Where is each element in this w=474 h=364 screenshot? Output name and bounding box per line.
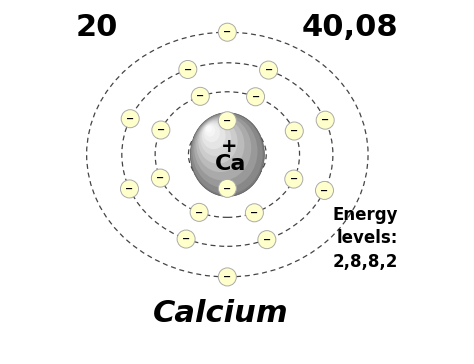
Circle shape [152,121,170,139]
Ellipse shape [191,113,263,194]
Text: −: − [157,125,165,135]
Circle shape [219,23,237,41]
Text: −: − [263,235,271,245]
Text: −: − [223,183,231,193]
Circle shape [246,204,264,222]
Text: −: − [320,185,328,195]
Text: −: − [196,91,204,101]
Ellipse shape [196,118,245,172]
Circle shape [219,268,237,286]
Circle shape [316,181,334,199]
Text: Calcium: Calcium [153,300,289,328]
Circle shape [285,122,303,140]
Ellipse shape [206,126,212,132]
Circle shape [120,180,138,198]
Text: −: − [250,208,258,218]
Text: −: − [182,234,190,244]
Text: Ca: Ca [215,154,246,174]
Ellipse shape [205,125,215,136]
Circle shape [316,111,334,129]
Circle shape [258,231,276,249]
Circle shape [177,230,195,248]
Text: −: − [195,207,203,217]
Ellipse shape [190,113,264,197]
Circle shape [121,110,139,128]
Text: −: − [126,184,134,194]
Ellipse shape [194,116,251,181]
Ellipse shape [204,124,220,142]
Text: −: − [290,126,298,136]
Circle shape [151,169,169,187]
Text: −: − [223,272,231,282]
Ellipse shape [200,121,231,156]
Text: −: − [252,92,260,102]
Circle shape [190,203,208,221]
Ellipse shape [192,114,257,188]
Text: −: − [223,27,231,37]
Circle shape [219,112,237,130]
Text: Energy
levels:
2,8,8,2: Energy levels: 2,8,8,2 [332,206,398,271]
Text: −: − [223,116,231,126]
Circle shape [246,88,264,106]
Text: +: + [221,137,237,156]
Circle shape [285,170,303,188]
Text: −: − [321,115,329,125]
Circle shape [179,60,197,79]
Ellipse shape [202,122,226,149]
Text: −: − [184,64,192,75]
Text: 40,08: 40,08 [301,13,398,42]
Text: −: − [126,114,134,124]
Circle shape [260,61,278,79]
Text: −: − [156,173,164,183]
Text: −: − [290,174,298,184]
Text: −: − [264,65,273,75]
Circle shape [191,87,210,105]
Circle shape [219,179,237,197]
Ellipse shape [198,119,237,164]
Text: 20: 20 [76,13,118,42]
